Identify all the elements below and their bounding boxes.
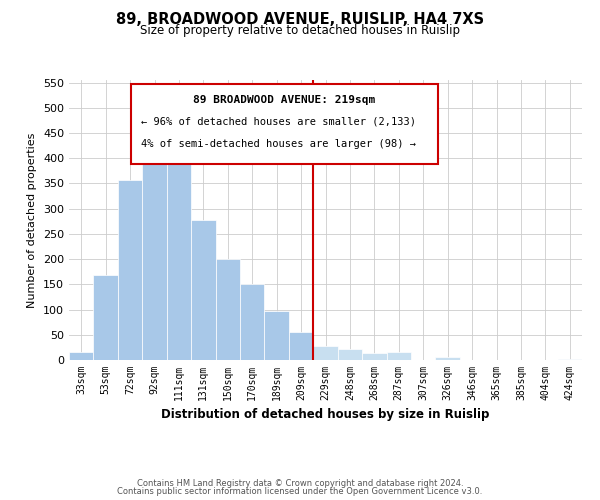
Bar [167, 146, 191, 360]
FancyBboxPatch shape [131, 84, 439, 164]
Bar [118, 180, 142, 360]
Bar [313, 346, 338, 360]
Text: 4% of semi-detached houses are larger (98) →: 4% of semi-detached houses are larger (9… [141, 139, 416, 149]
Bar [94, 275, 118, 360]
Text: Contains public sector information licensed under the Open Government Licence v3: Contains public sector information licen… [118, 487, 482, 496]
Bar [386, 352, 411, 360]
Text: Size of property relative to detached houses in Ruislip: Size of property relative to detached ho… [140, 24, 460, 37]
Text: 89, BROADWOOD AVENUE, RUISLIP, HA4 7XS: 89, BROADWOOD AVENUE, RUISLIP, HA4 7XS [116, 12, 484, 28]
Bar [191, 220, 215, 360]
Text: Contains HM Land Registry data © Crown copyright and database right 2024.: Contains HM Land Registry data © Crown c… [137, 478, 463, 488]
Bar [265, 311, 289, 360]
Bar [557, 359, 582, 360]
X-axis label: Distribution of detached houses by size in Ruislip: Distribution of detached houses by size … [161, 408, 490, 422]
Bar [142, 146, 167, 360]
Text: ← 96% of detached houses are smaller (2,133): ← 96% of detached houses are smaller (2,… [141, 116, 416, 126]
Bar [436, 358, 460, 360]
Bar [338, 349, 362, 360]
Bar [69, 352, 94, 360]
Y-axis label: Number of detached properties: Number of detached properties [28, 132, 37, 308]
Text: 89 BROADWOOD AVENUE: 219sqm: 89 BROADWOOD AVENUE: 219sqm [193, 96, 376, 106]
Bar [289, 332, 313, 360]
Bar [362, 354, 386, 360]
Bar [215, 259, 240, 360]
Bar [240, 284, 265, 360]
